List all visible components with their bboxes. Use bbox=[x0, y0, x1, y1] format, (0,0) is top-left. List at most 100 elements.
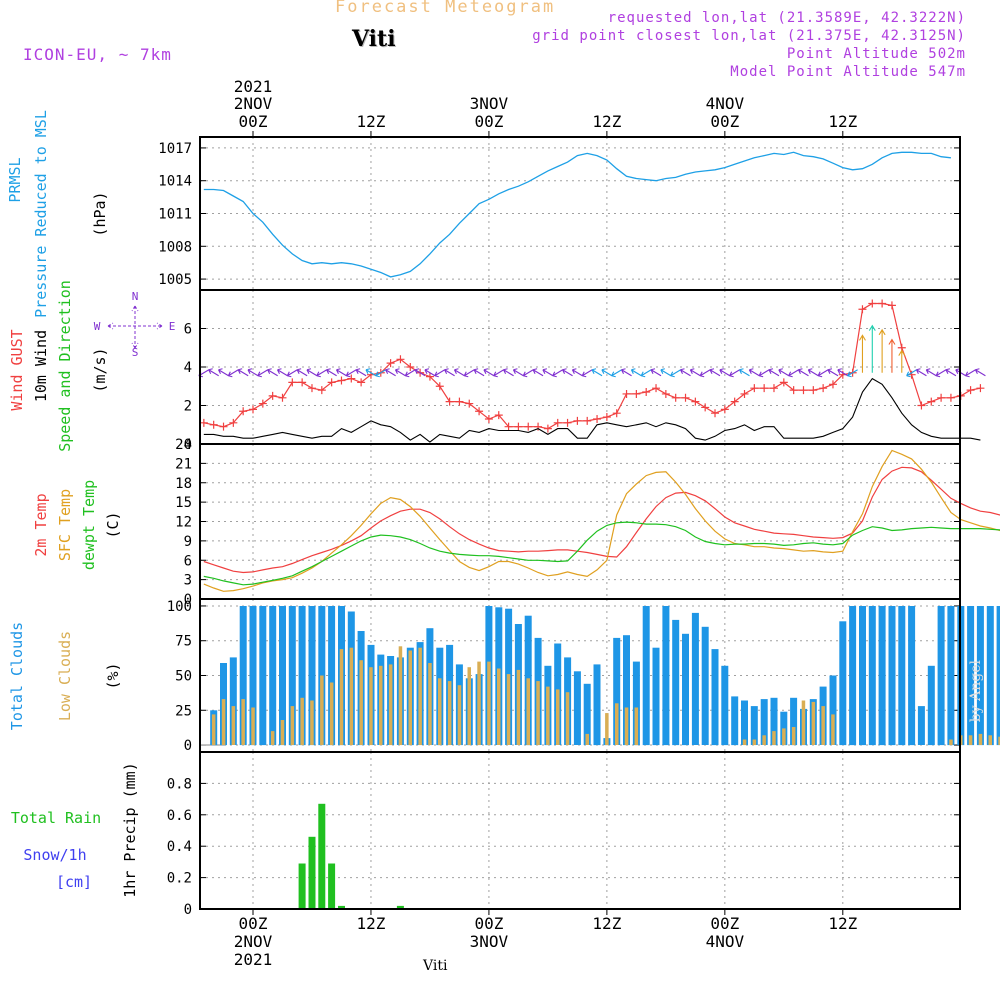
total-cloud-bar bbox=[672, 619, 680, 746]
wind-direction-arrow bbox=[444, 368, 455, 377]
gust-marker bbox=[258, 399, 267, 408]
low-cloud-bar bbox=[585, 733, 589, 745]
top-axis-year: 2021 bbox=[234, 77, 273, 96]
total-cloud-bar bbox=[976, 606, 984, 746]
total-cloud-bar bbox=[298, 606, 306, 746]
gust-marker bbox=[239, 407, 248, 416]
low-cloud-bar bbox=[231, 706, 236, 745]
wind-direction-arrow bbox=[208, 368, 219, 377]
wind-direction-arrow bbox=[621, 368, 632, 377]
gust-marker bbox=[327, 378, 336, 387]
low-cloud-bar bbox=[211, 714, 216, 745]
wind-direction-arrow bbox=[768, 368, 780, 377]
wind-direction-arrow bbox=[748, 368, 760, 377]
panel-frame bbox=[199, 751, 961, 910]
low-cloud-bar bbox=[280, 720, 285, 745]
total-cloud-bar bbox=[229, 657, 237, 745]
y-tick-label: 1011 bbox=[158, 207, 192, 223]
low-cloud-bar bbox=[467, 667, 471, 746]
wind-direction-arrow bbox=[935, 369, 947, 378]
low-cloud-bar bbox=[791, 727, 796, 746]
low-cloud-bar bbox=[772, 731, 776, 745]
wind-direction-arrow bbox=[827, 368, 839, 377]
wind-direction-arrow bbox=[945, 368, 957, 377]
y-tick-label: 1017 bbox=[158, 141, 192, 157]
gust-marker bbox=[484, 414, 493, 423]
wind-direction-arrow bbox=[581, 369, 593, 378]
low-cloud-bar bbox=[762, 735, 766, 745]
total-cloud-bar bbox=[279, 606, 286, 746]
low-cloud-bar bbox=[221, 699, 226, 745]
total-cloud-bar bbox=[996, 606, 1000, 746]
gust-marker bbox=[740, 389, 749, 398]
total-cloud-bar bbox=[308, 606, 316, 746]
gust-marker bbox=[760, 384, 769, 393]
gust-marker bbox=[681, 393, 690, 402]
total-cloud-bar bbox=[908, 606, 916, 746]
low-cloud-bar bbox=[752, 739, 757, 746]
wind-direction-arrow bbox=[640, 369, 652, 378]
rain-bar bbox=[298, 863, 306, 909]
low-cloud-bar bbox=[290, 706, 295, 745]
gust-marker bbox=[553, 418, 562, 427]
wind-direction-arrow bbox=[414, 368, 426, 377]
total-cloud-bar bbox=[249, 606, 257, 746]
top-axis-hour: 12Z bbox=[592, 112, 621, 131]
wind-direction-arrow bbox=[611, 369, 622, 378]
gust-marker bbox=[298, 378, 307, 387]
bottom-axis-hour: 12Z bbox=[592, 914, 621, 933]
gust-marker bbox=[809, 386, 818, 395]
y-tick-label: 0 bbox=[184, 902, 192, 918]
gust-marker bbox=[927, 397, 936, 406]
gust-marker bbox=[799, 386, 808, 395]
gust-marker bbox=[563, 418, 572, 427]
total-cloud-bar bbox=[721, 665, 729, 746]
gust-marker bbox=[602, 413, 611, 422]
total-rain-label: Total Rain bbox=[11, 809, 101, 827]
panel-4: 0 25 50 75 100 bbox=[167, 599, 1000, 754]
low-cloud-bar bbox=[968, 735, 973, 745]
low-cloud-bar bbox=[634, 707, 639, 746]
total-cloud-bar bbox=[741, 700, 748, 745]
snow-label: Snow/1h bbox=[23, 846, 86, 864]
total-cloud-bar bbox=[662, 606, 670, 746]
gust-marker bbox=[288, 378, 297, 387]
y-tick-label: 6 bbox=[184, 553, 192, 569]
total-cloud-bar bbox=[927, 665, 935, 746]
gust-marker bbox=[966, 386, 975, 395]
wind-direction-arrow bbox=[542, 368, 554, 377]
bottom-axis-hour: 12Z bbox=[357, 914, 386, 933]
gust-marker bbox=[543, 424, 552, 433]
gust-marker bbox=[642, 388, 651, 397]
compass-north: N bbox=[132, 290, 139, 303]
gust-marker bbox=[406, 363, 415, 371]
total-cloud-bar bbox=[947, 606, 955, 746]
wind-direction-arrow bbox=[493, 369, 505, 378]
gust-marker bbox=[887, 301, 896, 310]
gust-marker bbox=[750, 384, 759, 393]
wind-direction-arrow bbox=[758, 369, 770, 378]
gust-marker bbox=[475, 407, 484, 416]
y-tick-label: 15 bbox=[175, 495, 192, 511]
gust-marker bbox=[317, 386, 326, 395]
top-axis-hour: 12Z bbox=[357, 112, 386, 131]
low-cloud-bar bbox=[369, 667, 373, 746]
wind-direction-arrow bbox=[630, 368, 642, 377]
total-cloud-bar bbox=[613, 637, 621, 745]
chart-title: Forecast Meteogram bbox=[335, 0, 556, 17]
total-cloud-bar bbox=[790, 697, 798, 746]
precip-unit-label: 1hr Precip (mm) bbox=[121, 762, 139, 897]
wind-direction-arrow bbox=[247, 368, 259, 377]
total-cloud-bar bbox=[623, 635, 630, 746]
wind-direction-arrow bbox=[532, 368, 544, 377]
top-axis-hour: 12Z bbox=[828, 112, 857, 131]
total-cloud-bar bbox=[711, 649, 719, 746]
gust-marker bbox=[789, 386, 798, 395]
gust-marker bbox=[268, 391, 277, 400]
y-tick-label: 100 bbox=[167, 599, 192, 615]
bottom-axis-date: 3NOV bbox=[470, 932, 509, 951]
total-cloud-bar bbox=[328, 606, 336, 746]
low-cloud-bar bbox=[329, 682, 334, 746]
pressure-unit-label: (hPa) bbox=[91, 191, 109, 236]
total-cloud-bar bbox=[691, 612, 699, 745]
